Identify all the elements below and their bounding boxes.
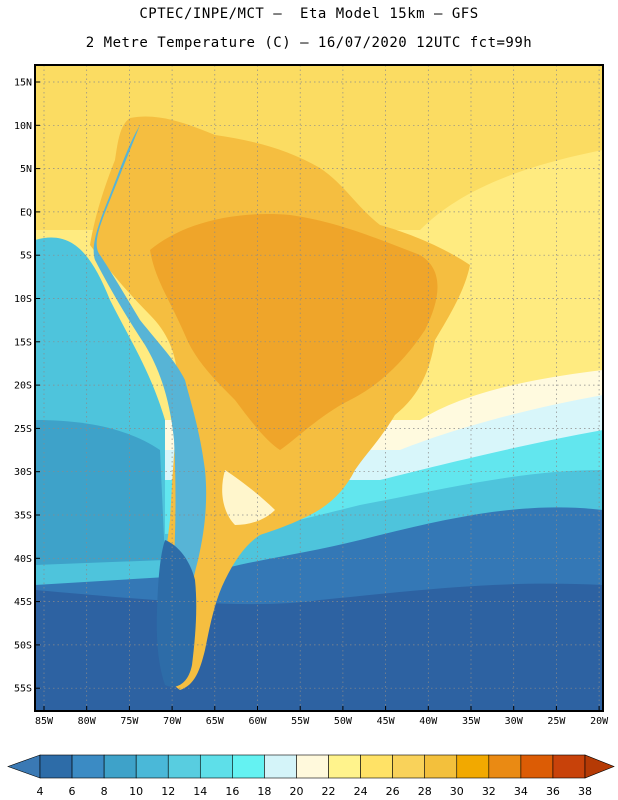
lat-label: 55S bbox=[14, 684, 32, 695]
map-title-line-1: CPTEC/INPE/MCT – Eta Model 15km – GFS bbox=[139, 6, 479, 22]
lon-label: 30W bbox=[505, 716, 524, 727]
lon-label: 40W bbox=[419, 716, 438, 727]
colorbar-label: 20 bbox=[289, 785, 303, 798]
colorbar-box bbox=[296, 754, 329, 779]
colorbar-labels: 4 6 8 10 12 14 16 18 20 22 24 26 28 30 32 34 36 38 bbox=[37, 785, 593, 798]
lon-label: 25W bbox=[547, 716, 566, 727]
lat-label: 10N bbox=[14, 121, 32, 132]
colorbar-box bbox=[103, 754, 137, 779]
lat-label: 40S bbox=[14, 554, 32, 565]
colorbar-box bbox=[328, 754, 361, 779]
patagonia-cold bbox=[156, 540, 197, 687]
lon-label: 80W bbox=[78, 716, 97, 727]
south-deep bbox=[35, 583, 603, 711]
colorbar-label: 38 bbox=[578, 785, 592, 798]
colorbar-box bbox=[71, 754, 105, 779]
lat-label: 45S bbox=[14, 597, 32, 608]
colorbar-label: 16 bbox=[225, 785, 239, 798]
lat-label: 5N bbox=[20, 164, 32, 175]
lat-label: EQ bbox=[20, 207, 32, 218]
colorbar-label: 10 bbox=[129, 785, 143, 798]
colorbar-label: 8 bbox=[101, 785, 108, 798]
colorbar-label: 18 bbox=[257, 785, 271, 798]
colorbar-label: 4 bbox=[37, 785, 44, 798]
lat-label: 25S bbox=[14, 424, 32, 435]
map-frame bbox=[34, 64, 604, 712]
lon-label: 35W bbox=[462, 716, 481, 727]
colorbar-label: 32 bbox=[482, 785, 496, 798]
colorbar-box bbox=[232, 754, 265, 779]
colorbar-label: 34 bbox=[514, 785, 528, 798]
colorbar-label: 6 bbox=[69, 785, 76, 798]
colorbar-arrow-high bbox=[584, 754, 615, 779]
lon-label: 45W bbox=[377, 716, 396, 727]
lon-label: 70W bbox=[163, 716, 182, 727]
colorbar bbox=[7, 754, 615, 779]
temperature-field bbox=[35, 65, 603, 711]
lat-label: 10S bbox=[14, 294, 32, 305]
pampas-pale bbox=[222, 470, 275, 525]
colorbar-label: 22 bbox=[322, 785, 336, 798]
lon-label: 60W bbox=[248, 716, 267, 727]
map-title-line-2: 2 Metre Temperature (C) – 16/07/2020 12U… bbox=[85, 35, 533, 51]
colorbar-box bbox=[424, 754, 458, 779]
lon-label: 50W bbox=[334, 716, 353, 727]
andes-cold bbox=[93, 125, 207, 650]
colorbar-box bbox=[360, 754, 393, 779]
colorbar-box bbox=[456, 754, 490, 779]
lon-label: 20W bbox=[590, 716, 609, 727]
colorbar-label: 12 bbox=[161, 785, 175, 798]
colorbar-label: 26 bbox=[386, 785, 400, 798]
colorbar-label: 14 bbox=[193, 785, 207, 798]
lat-label: 15N bbox=[14, 78, 32, 89]
latitude-labels: 15N 10N 5N EQ 5S 10S 15S 20S 25S 30S 35S 40S 45S 50S 5… bbox=[14, 78, 40, 695]
lat-label: 30S bbox=[14, 467, 32, 478]
lon-label: 55W bbox=[291, 716, 310, 727]
colorbar-box bbox=[264, 754, 297, 779]
colorbar-box bbox=[167, 754, 201, 779]
lat-label: 35S bbox=[14, 511, 32, 522]
colorbar-box bbox=[199, 754, 233, 779]
lat-label: 5S bbox=[20, 251, 32, 262]
colorbar-box bbox=[488, 754, 522, 779]
colorbar-label: 36 bbox=[546, 785, 560, 798]
longitude-labels: 85W 80W 75W 70W 65W 60W 55W 50W 45W 40W 35W 30W 25W 2… bbox=[35, 706, 609, 727]
pacific-mid bbox=[35, 420, 165, 565]
colorbar-box bbox=[392, 754, 426, 779]
colorbar-arrow-low bbox=[7, 754, 41, 779]
amazon-hot bbox=[150, 214, 438, 450]
lat-label: 20S bbox=[14, 381, 32, 392]
lon-label: 85W bbox=[35, 716, 54, 727]
colorbar-box bbox=[135, 754, 169, 779]
colorbar-box bbox=[520, 754, 554, 779]
lon-label: 65W bbox=[206, 716, 225, 727]
colorbar-label: 24 bbox=[354, 785, 368, 798]
colorbar-label: 30 bbox=[450, 785, 464, 798]
colorbar-box bbox=[552, 754, 586, 779]
lat-label: 15S bbox=[14, 337, 32, 348]
lat-label: 50S bbox=[14, 640, 32, 651]
colorbar-label: 28 bbox=[418, 785, 432, 798]
colorbar-box bbox=[39, 754, 73, 779]
lon-label: 75W bbox=[120, 716, 139, 727]
graticule bbox=[35, 65, 603, 711]
